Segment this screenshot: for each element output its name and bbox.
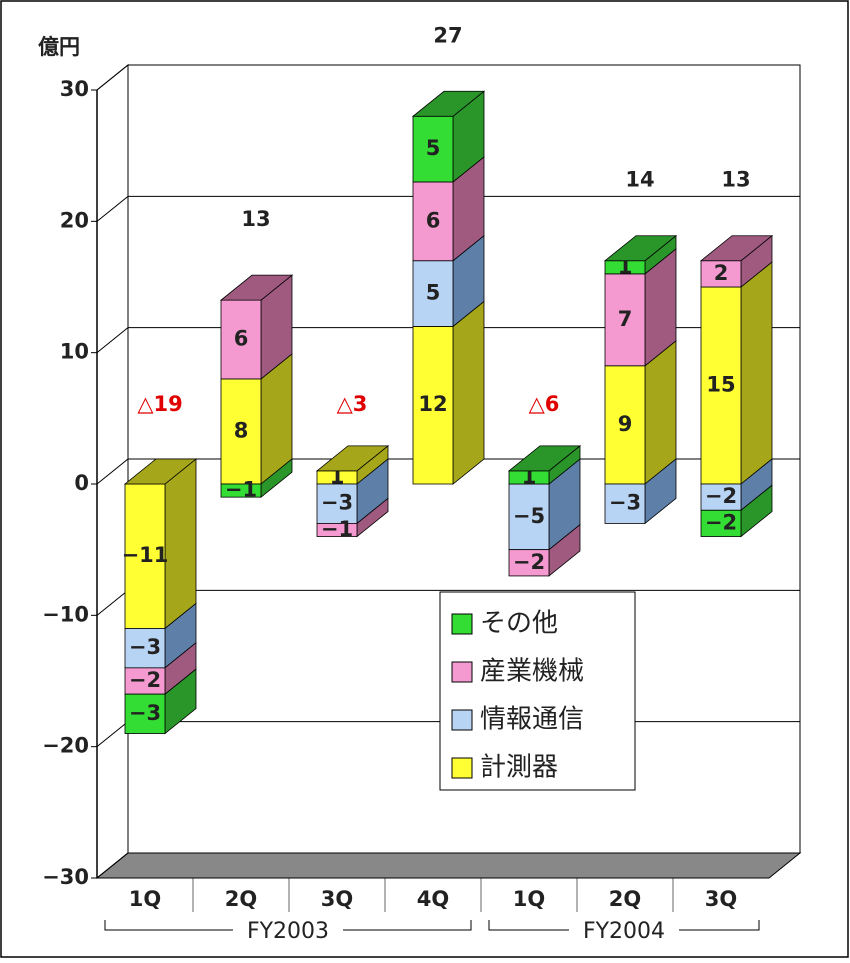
x-tick-label: 2Q — [225, 887, 257, 911]
grid-line — [96, 327, 800, 354]
value-label: −3 — [129, 635, 161, 659]
value-label: −3 — [321, 491, 353, 515]
floor — [95, 852, 802, 879]
total-label: △6 — [529, 392, 560, 416]
value-label: −3 — [129, 701, 161, 725]
bar-top — [507, 445, 582, 472]
group-label: FY2004 — [583, 919, 665, 944]
x-tick-label: 3Q — [705, 887, 737, 911]
x-tick-label: 1Q — [513, 887, 545, 911]
bar-segment — [124, 667, 166, 695]
value-label: 8 — [234, 418, 249, 442]
value-label: −3 — [609, 491, 641, 515]
total-label: 27 — [433, 23, 462, 47]
value-label: −2 — [513, 550, 545, 574]
value-label: −5 — [513, 504, 545, 528]
value-label: 2 — [714, 261, 729, 285]
group-label: FY2003 — [247, 919, 329, 944]
legend-label: 情報通信 — [480, 705, 584, 735]
value-label: −2 — [129, 668, 161, 692]
value-label: 6 — [234, 327, 249, 351]
bar-segment — [412, 115, 454, 183]
value-label: 5 — [426, 281, 441, 305]
legend-label: その他 — [480, 609, 558, 639]
bar-top — [411, 90, 486, 117]
bar-segment — [412, 181, 454, 262]
legend-swatch — [451, 757, 473, 779]
bar-top — [123, 458, 198, 485]
total-label: 13 — [721, 168, 750, 192]
x-tick-label: 3Q — [321, 887, 353, 911]
value-label: 15 — [706, 373, 735, 397]
value-label: 5 — [426, 136, 441, 160]
grid-line — [96, 852, 800, 879]
bar-side — [164, 458, 197, 630]
legend-label: 産業機械 — [480, 657, 584, 687]
legend-label: 計測器 — [480, 753, 558, 783]
bar-segment — [700, 286, 742, 485]
x-tick-label: 2Q — [609, 887, 641, 911]
value-label: 12 — [418, 392, 447, 416]
grid-line — [96, 64, 800, 91]
group-bracket — [343, 920, 472, 931]
bar-top — [699, 235, 774, 262]
bar-top — [603, 235, 678, 262]
bar-segment — [700, 509, 742, 537]
x-tick-label: 1Q — [129, 887, 161, 911]
bar-segment — [316, 523, 358, 537]
legend-swatch — [451, 661, 473, 683]
y-tick-label: 10 — [60, 340, 89, 364]
x-tick-label: 4Q — [417, 887, 449, 911]
bar-segment — [508, 483, 550, 551]
bar-segment — [124, 628, 166, 669]
bar-segment — [316, 483, 358, 524]
bar-segment — [124, 693, 166, 734]
group-bracket — [104, 920, 233, 931]
value-label: −11 — [122, 543, 169, 567]
total-label: 13 — [241, 207, 270, 231]
value-label: −2 — [705, 484, 737, 508]
y-tick-label: −10 — [42, 602, 89, 626]
bar-segment — [412, 260, 454, 327]
bar-segment — [124, 483, 166, 629]
total-label: 14 — [625, 168, 654, 192]
bar-segment — [220, 378, 262, 485]
group-bracket — [679, 920, 760, 931]
total-label: △3 — [337, 392, 368, 416]
y-tick-label: −20 — [42, 734, 89, 758]
group-bracket — [488, 920, 569, 931]
y-tick-label: −30 — [42, 865, 89, 889]
value-label: −1 — [225, 478, 257, 502]
grid-line — [96, 195, 800, 222]
y-tick-label: 30 — [60, 77, 89, 101]
legend-swatch — [451, 709, 473, 731]
bar-top — [315, 445, 390, 472]
value-label: 7 — [618, 307, 633, 331]
value-label: 9 — [618, 412, 633, 436]
y-tick-label: 0 — [74, 471, 89, 495]
legend-swatch — [451, 613, 473, 635]
value-label: −1 — [321, 517, 353, 541]
value-label: −2 — [705, 510, 737, 534]
y-unit: 億円 — [38, 35, 80, 59]
bar-segment — [700, 260, 742, 288]
bar-side — [452, 300, 485, 485]
value-label: 6 — [426, 208, 441, 232]
y-tick-label: 20 — [60, 208, 89, 232]
total-label: △19 — [137, 392, 182, 416]
bar-side — [740, 261, 773, 485]
bar-segment — [220, 483, 262, 498]
bar-segment — [604, 483, 646, 524]
bar-segment — [220, 299, 262, 380]
bar-segment — [700, 483, 742, 511]
bar-top — [219, 274, 294, 301]
bar-segment — [508, 549, 550, 577]
